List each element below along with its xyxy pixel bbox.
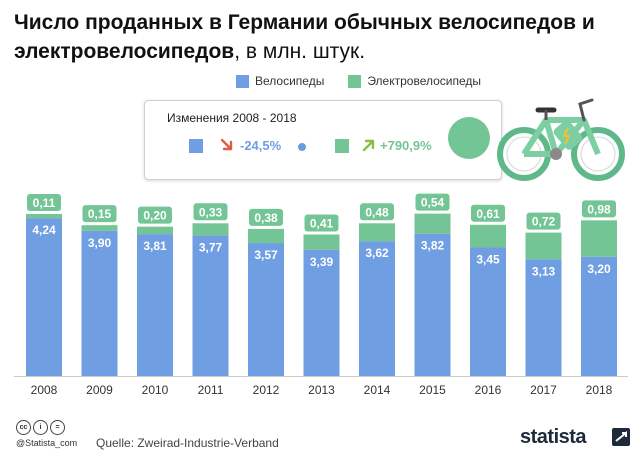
legend-label-ebikes: Электровелосипеды bbox=[367, 74, 482, 88]
data-label-bikes-2015: 3,82 bbox=[421, 239, 445, 253]
legend-item-ebikes: Электровелосипеды bbox=[348, 74, 481, 88]
bar-ebikes-2014 bbox=[359, 223, 395, 242]
data-label-ebikes-2008: 0,11 bbox=[33, 196, 56, 210]
bar-bikes-2012 bbox=[248, 243, 284, 376]
changes-dot bbox=[298, 143, 306, 151]
bar-bikes-2014 bbox=[359, 241, 395, 376]
cc-icon: cc bbox=[16, 420, 31, 435]
data-label-bikes-2014: 3,62 bbox=[365, 246, 389, 260]
bikes-change-value: -24,5% bbox=[240, 138, 282, 153]
bar-ebikes-2010 bbox=[137, 226, 173, 235]
footer-left: cc i = @Statista_com bbox=[16, 420, 77, 448]
x-tick-label-2009: 2009 bbox=[86, 383, 113, 397]
data-label-box-ebikes-2010 bbox=[138, 206, 172, 224]
bar-ebikes-2015 bbox=[414, 213, 451, 234]
ebikes-change-value: +790,9% bbox=[380, 138, 432, 153]
data-label-box-ebikes-2016 bbox=[471, 204, 505, 222]
data-label-bikes-2017: 3,13 bbox=[532, 264, 556, 278]
bar-ebikes-2016 bbox=[470, 224, 506, 248]
data-label-ebikes-2016: 0,61 bbox=[476, 207, 500, 221]
x-tick-label-2018: 2018 bbox=[586, 383, 613, 397]
data-label-bikes-2016: 3,45 bbox=[476, 253, 500, 267]
data-label-box-ebikes-2013 bbox=[304, 214, 339, 232]
x-tick-label-2015: 2015 bbox=[419, 383, 446, 397]
data-label-ebikes-2018: 0,98 bbox=[587, 202, 611, 216]
chart-title-bold: Число проданных в Германии обычных велос… bbox=[14, 11, 595, 63]
statista-logo-icon bbox=[612, 428, 630, 446]
arrow-down-right-icon bbox=[220, 138, 233, 151]
bar-bikes-2013 bbox=[303, 249, 340, 376]
data-label-box-ebikes-2012 bbox=[249, 208, 283, 226]
by-icon: i bbox=[33, 420, 48, 435]
bar-ebikes-2009 bbox=[81, 225, 118, 231]
x-tick-label-2008: 2008 bbox=[31, 383, 58, 397]
changes-header: Изменения 2008 - 2018 bbox=[167, 111, 297, 125]
data-label-ebikes-2017: 0,72 bbox=[532, 215, 556, 229]
x-tick-label-2013: 2013 bbox=[308, 383, 335, 397]
data-label-box-ebikes-2014 bbox=[360, 203, 394, 221]
x-tick-label-2012: 2012 bbox=[253, 383, 280, 397]
bar-bikes-2008 bbox=[26, 218, 62, 376]
data-label-bikes-2009: 3,90 bbox=[88, 236, 112, 250]
data-label-bikes-2013: 3,39 bbox=[310, 255, 334, 269]
data-label-ebikes-2011: 0,33 bbox=[199, 205, 223, 219]
data-label-box-ebikes-2011 bbox=[193, 203, 228, 221]
data-label-bikes-2008: 4,24 bbox=[32, 223, 56, 237]
bar-ebikes-2017 bbox=[525, 232, 562, 260]
data-label-bikes-2018: 3,20 bbox=[587, 262, 611, 276]
chart-title: Число проданных в Германии обычных велос… bbox=[14, 8, 614, 66]
x-tick-label-2017: 2017 bbox=[530, 383, 557, 397]
data-label-ebikes-2013: 0,41 bbox=[310, 216, 334, 230]
changes-box: Изменения 2008 - 2018 -24,5% +790,9% bbox=[144, 100, 502, 180]
data-label-bikes-2011: 3,77 bbox=[199, 241, 223, 255]
creative-commons-icon: cc i = bbox=[16, 420, 77, 435]
data-label-box-ebikes-2018 bbox=[582, 200, 616, 218]
bar-ebikes-2011 bbox=[192, 223, 229, 236]
bar-ebikes-2012 bbox=[248, 228, 284, 244]
data-label-box-ebikes-2015 bbox=[415, 193, 450, 211]
x-tick-label-2014: 2014 bbox=[364, 383, 391, 397]
bar-bikes-2011 bbox=[192, 235, 229, 376]
bar-bikes-2017 bbox=[525, 259, 562, 376]
data-label-ebikes-2015: 0,54 bbox=[421, 196, 445, 210]
bar-bikes-2016 bbox=[470, 247, 506, 376]
changes-swatch-bikes bbox=[189, 139, 203, 153]
data-label-box-ebikes-2017 bbox=[526, 212, 561, 230]
nd-icon: = bbox=[50, 420, 65, 435]
bar-bikes-2015 bbox=[414, 233, 451, 376]
e-bike-icon bbox=[497, 98, 625, 181]
legend-swatch-ebikes bbox=[348, 74, 362, 88]
x-tick-label-2016: 2016 bbox=[475, 383, 502, 397]
data-label-box-ebikes-2009 bbox=[82, 205, 117, 223]
data-label-ebikes-2010: 0,20 bbox=[143, 209, 167, 223]
legend-swatch-bikes bbox=[236, 74, 249, 88]
statista-handle: @Statista_com bbox=[16, 438, 78, 448]
bar-bikes-2010 bbox=[137, 234, 173, 376]
bar-ebikes-2008 bbox=[26, 214, 62, 219]
data-label-ebikes-2012: 0,38 bbox=[254, 211, 278, 225]
bar-ebikes-2013 bbox=[303, 234, 340, 250]
source-text: Quelle: Zweirad-Industrie-Verband bbox=[96, 436, 279, 450]
data-label-ebikes-2014: 0,48 bbox=[365, 205, 389, 219]
data-label-box-ebikes-2008 bbox=[27, 194, 61, 211]
x-tick-label-2010: 2010 bbox=[142, 383, 169, 397]
x-tick-label-2011: 2011 bbox=[198, 383, 224, 397]
chart-title-suffix: , в млн. штук. bbox=[234, 40, 366, 63]
legend-label-bikes: Велосипеды bbox=[255, 74, 325, 88]
changes-swatch-ebikes bbox=[335, 139, 349, 153]
arrow-up-right-icon bbox=[362, 139, 375, 152]
legend-item-bikes: Велосипеды bbox=[236, 74, 324, 88]
decorative-circle bbox=[448, 117, 490, 159]
legend: Велосипеды Электровелосипеды bbox=[236, 74, 505, 88]
brand-name: statista bbox=[520, 426, 587, 448]
data-label-ebikes-2009: 0,15 bbox=[88, 207, 112, 221]
bar-bikes-2009 bbox=[81, 230, 118, 376]
bar-ebikes-2018 bbox=[581, 220, 617, 257]
data-label-bikes-2010: 3,81 bbox=[143, 239, 167, 253]
data-label-bikes-2012: 3,57 bbox=[254, 248, 278, 262]
bar-bikes-2018 bbox=[581, 256, 617, 376]
